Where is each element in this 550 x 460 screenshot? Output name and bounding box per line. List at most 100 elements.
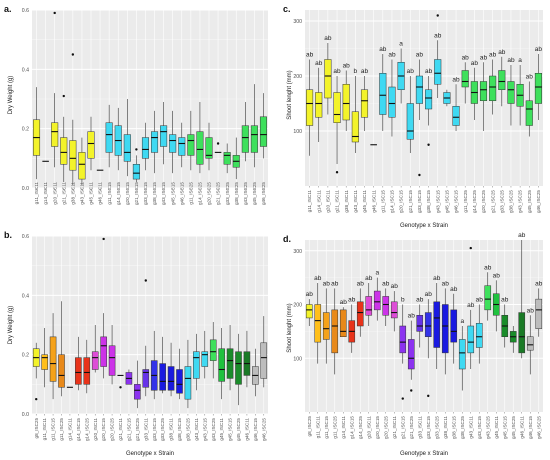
x-tick-label: g45_ISC15 — [170, 182, 175, 205]
box-g20_ISC11: ab — [365, 275, 373, 326]
box-g43_ISC11: ab — [467, 246, 475, 369]
significance-letter: ab — [388, 52, 396, 59]
box-body — [235, 351, 242, 385]
box-g20_ISC25 — [108, 325, 116, 385]
x-tick-label: g45_ISC11 — [89, 182, 94, 205]
box-g8_ISC25 — [32, 342, 40, 401]
x-tick-label: g11_ISC15 — [107, 182, 112, 205]
box-body — [193, 351, 200, 379]
box-body — [322, 312, 330, 340]
x-tick-label: g45_ISC15 — [502, 416, 507, 439]
box-g11_ISC25 — [58, 301, 65, 397]
y-tick-label: 300 — [293, 19, 302, 25]
significance-letter: ab — [527, 307, 535, 314]
box-g45_ISC11 — [87, 116, 95, 171]
x-tick-label: g33_ISC15 — [143, 182, 148, 205]
box-g45_ISC15 — [226, 325, 234, 391]
box-g11_ISC15: ab — [379, 46, 387, 131]
box-body — [60, 137, 68, 165]
box-g38_ISC25: a — [458, 318, 466, 391]
x-tick-label: g45_ISC11 — [494, 416, 499, 439]
box-body — [100, 336, 107, 367]
outlier-point — [335, 171, 339, 174]
box-g38_ISC25 — [232, 137, 240, 180]
x-tick-label: g20_ISC25 — [481, 190, 486, 213]
box-body — [218, 348, 225, 382]
significance-letter: ab — [425, 68, 433, 75]
outlier-point — [216, 142, 220, 145]
significance-letter: ab — [434, 32, 442, 39]
box-body — [399, 325, 407, 354]
panel-label: a. — [4, 4, 12, 14]
significance-letter: ab — [501, 297, 509, 304]
significance-letter: a — [518, 57, 522, 64]
panel-b: 0.00.20.40.6g8_ISC25 g11_ISC11 g11_ISC15 g1… — [4, 230, 268, 457]
x-tick-label: g21_ISC15 — [127, 418, 132, 441]
x-tick-label: g45_ISC25 — [527, 190, 532, 213]
box-g14_ISC15 — [75, 336, 82, 391]
box-g14_ISC11: ab — [315, 60, 323, 142]
box-body — [339, 309, 347, 337]
box-body — [87, 131, 95, 159]
box-g38_ISC15 — [176, 348, 183, 400]
box-g8_ISC25: ab — [306, 291, 313, 326]
significance-letter: a — [375, 270, 379, 277]
box-body — [167, 366, 175, 391]
box-g11_ISC25: ab — [331, 280, 339, 375]
box-g14_ISC15: ab — [388, 52, 396, 137]
box-body — [83, 357, 91, 385]
x-tick-label: g14_ISC11 — [316, 190, 321, 213]
box-g45_ISC15: ab — [501, 297, 509, 348]
box-g14_ISC25: ab — [471, 60, 478, 120]
box-g43_ISC25 — [209, 322, 217, 379]
outlier-point — [469, 246, 472, 250]
box-g45_ISC25 — [509, 326, 517, 353]
box-g21_ISC15 — [125, 369, 133, 385]
box-body — [484, 285, 492, 311]
y-axis-title: Dry Weight (g) — [8, 306, 14, 345]
y-tick-label: 0.6 — [22, 234, 29, 240]
box-g20_ISC15: a — [397, 41, 405, 104]
y-tick-label: 200 — [293, 74, 302, 80]
x-tick-label: g11_ISC15 — [324, 416, 329, 439]
box-g21_ISC25: ab — [489, 52, 497, 115]
box-body — [260, 342, 268, 379]
x-tick-label: g46_ISC15 — [253, 418, 258, 441]
x-tick-label: g33_ISC11 — [143, 418, 148, 441]
x-tick-label: g38_ISC25 — [509, 190, 514, 213]
box-body — [241, 125, 249, 153]
x-tick-label: g46_ISC25 — [536, 190, 541, 213]
x-tick-label: g11_ISC15 — [380, 190, 385, 213]
y-axis-title: Dry Weight (g) — [8, 76, 14, 115]
box-body — [306, 89, 314, 126]
panel-d: 100200300abg8_ISC25abg11_ISC11abg11_ISC1… — [283, 232, 543, 457]
x-tick-label: g21_ISC11 — [118, 418, 123, 441]
box-g38_ISC11: ab — [442, 280, 449, 375]
box-g33_ISC11 — [142, 279, 150, 397]
box-g11_ISC25: ab — [462, 54, 469, 104]
outlier-point — [35, 397, 38, 401]
box-g14_ISC15 — [114, 107, 122, 171]
box-g20_ISC25 — [205, 122, 213, 171]
box-body — [331, 309, 339, 354]
outlier-point — [418, 173, 421, 177]
box-body — [91, 351, 99, 370]
x-tick-label: g38_ISC25 — [234, 182, 239, 205]
plot-background — [305, 10, 543, 186]
x-tick-label: g38_ISC25 — [460, 416, 465, 439]
box-g21_ISC25 — [134, 360, 141, 409]
significance-letter: ab — [476, 297, 484, 304]
box-body — [424, 312, 432, 337]
significance-letter: ab — [484, 264, 492, 271]
x-tick-label: g45_ISC15 — [444, 190, 449, 213]
outlier-point — [62, 94, 65, 98]
significance-letter: ab — [391, 283, 399, 290]
significance-letter: ab — [357, 280, 365, 287]
box-body — [105, 122, 113, 153]
box-body — [379, 73, 387, 115]
significance-letter: ab — [452, 76, 460, 83]
outlier-point — [410, 389, 413, 392]
box-body — [365, 296, 373, 316]
significance-letter: ab — [493, 272, 501, 279]
box-body — [507, 81, 515, 104]
